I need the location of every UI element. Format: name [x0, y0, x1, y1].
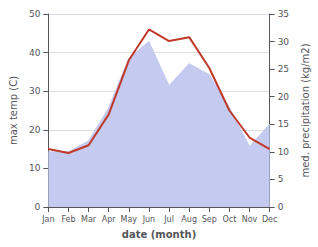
- svg-text:Apr: Apr: [102, 215, 117, 224]
- svg-text:Jan: Jan: [41, 215, 54, 224]
- svg-text:30: 30: [278, 37, 290, 47]
- svg-text:Dec: Dec: [262, 215, 277, 224]
- svg-text:date (month): date (month): [122, 229, 196, 240]
- svg-text:Aug: Aug: [181, 215, 197, 224]
- svg-text:20: 20: [29, 125, 41, 135]
- svg-text:15: 15: [278, 119, 289, 129]
- svg-text:med. precipitation (kg/m2): med. precipitation (kg/m2): [300, 43, 311, 177]
- svg-text:10: 10: [278, 147, 290, 157]
- svg-text:5: 5: [278, 174, 284, 184]
- svg-text:35: 35: [278, 9, 289, 19]
- svg-text:10: 10: [29, 163, 41, 173]
- svg-text:Feb: Feb: [61, 215, 75, 224]
- svg-text:Jul: Jul: [163, 215, 174, 224]
- svg-text:May: May: [121, 215, 138, 224]
- svg-text:0: 0: [35, 202, 41, 212]
- svg-text:30: 30: [29, 86, 41, 96]
- svg-text:Jun: Jun: [142, 215, 156, 224]
- svg-text:Mar: Mar: [81, 215, 97, 224]
- svg-text:50: 50: [29, 9, 41, 19]
- svg-text:40: 40: [29, 48, 41, 58]
- svg-text:Sep: Sep: [202, 215, 217, 224]
- svg-text:0: 0: [278, 202, 284, 212]
- svg-text:max temp (C): max temp (C): [8, 76, 19, 145]
- svg-text:Nov: Nov: [242, 215, 258, 224]
- svg-text:Oct: Oct: [222, 215, 236, 224]
- svg-text:25: 25: [278, 64, 289, 74]
- svg-text:20: 20: [278, 92, 290, 102]
